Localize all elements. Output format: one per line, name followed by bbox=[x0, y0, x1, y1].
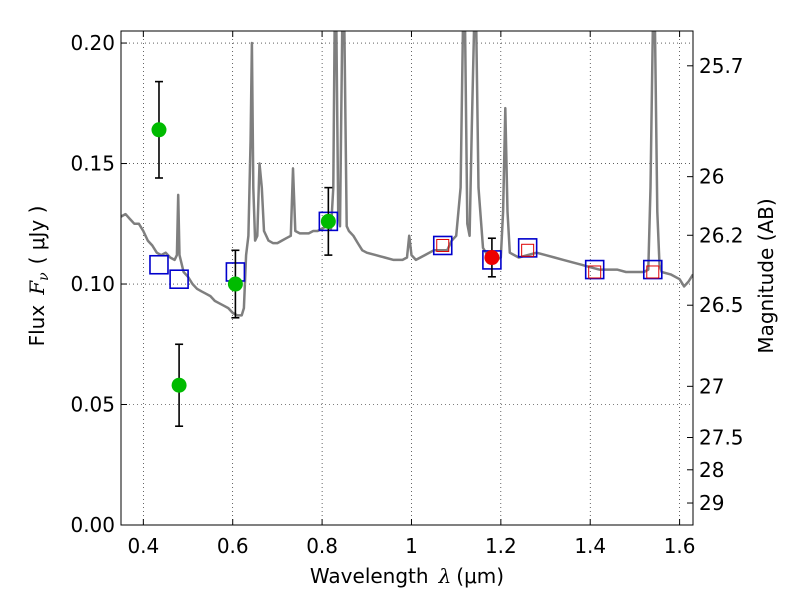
red-detection-point bbox=[484, 250, 500, 266]
y-tick-label: 0.10 bbox=[70, 272, 115, 296]
x-axis: 0.4 0.6 0.8 1 1.2 1.4 1.6 bbox=[127, 31, 696, 558]
x-tick-label: 0.6 bbox=[217, 534, 249, 558]
plot-area bbox=[121, 31, 693, 525]
y-axis-title-symbol: F bbox=[25, 280, 49, 296]
x-axis-title-unit: (μm) bbox=[456, 564, 504, 588]
y-tick-label: 0.20 bbox=[70, 31, 115, 55]
x-tick-label: 1.4 bbox=[574, 534, 606, 558]
x-axis-title-symbol: λ bbox=[438, 564, 452, 588]
x-tick-label: 0.4 bbox=[127, 534, 159, 558]
x-tick-label: 0.8 bbox=[306, 534, 338, 558]
y-axis-title-text: Flux bbox=[25, 305, 49, 347]
y2-tick-label: 26.5 bbox=[699, 293, 744, 317]
y-axis-title-unit: ( μJy ) bbox=[25, 206, 49, 265]
y2-tick-label: 27.5 bbox=[699, 426, 744, 450]
green-detection-point bbox=[320, 213, 336, 229]
inner-red-square bbox=[646, 265, 660, 279]
y2-tick-label: 27 bbox=[699, 374, 724, 398]
green-detection-point bbox=[151, 122, 167, 138]
model-photometry-square bbox=[432, 235, 453, 256]
y-tick-label: 0.05 bbox=[70, 393, 115, 417]
y-tick-label: 0.15 bbox=[70, 152, 115, 176]
y-axis: 0.00 0.05 0.10 0.15 0.20 bbox=[70, 31, 127, 537]
marks bbox=[149, 80, 663, 428]
inner-red-square bbox=[436, 238, 450, 252]
y2-tick-label: 25.7 bbox=[699, 54, 744, 78]
x-axis-title: Wavelength λ (μm) bbox=[310, 564, 504, 588]
plot-frame bbox=[120, 30, 694, 526]
y2-tick-label: 28 bbox=[699, 458, 724, 482]
x-tick-label: 1 bbox=[405, 534, 418, 558]
model-spectrum-line bbox=[121, 31, 693, 317]
y-axis-title-subscript: ν bbox=[36, 272, 52, 281]
y-axis-title: Flux Fν ( μJy ) bbox=[25, 206, 52, 347]
y2-tick-label: 29 bbox=[699, 491, 724, 515]
x-axis-title-text: Wavelength bbox=[310, 564, 429, 588]
spectrum-layer bbox=[121, 31, 693, 317]
green-detection-point bbox=[171, 377, 187, 393]
y2-axis-title: Magnitude (AB) bbox=[754, 198, 778, 353]
model-photometry-square bbox=[149, 254, 169, 275]
green-detection-point bbox=[227, 276, 243, 292]
model-photometry-square bbox=[517, 238, 538, 258]
y-tick-label: 0.00 bbox=[70, 513, 115, 537]
y2-tick-label: 26.2 bbox=[699, 223, 744, 247]
model-photometry-square bbox=[642, 259, 663, 280]
model-photometry-square bbox=[169, 269, 189, 290]
x-tick-label: 1.2 bbox=[485, 534, 517, 558]
inner-red-square bbox=[521, 243, 535, 257]
model-photometry-square bbox=[584, 259, 605, 280]
inner-red-square bbox=[588, 265, 602, 279]
y2-axis: 25.7 26 26.2 26.5 27 27.5 28 29 bbox=[687, 54, 744, 515]
y2-tick-label: 26 bbox=[699, 165, 724, 189]
x-tick-label: 1.6 bbox=[664, 534, 696, 558]
